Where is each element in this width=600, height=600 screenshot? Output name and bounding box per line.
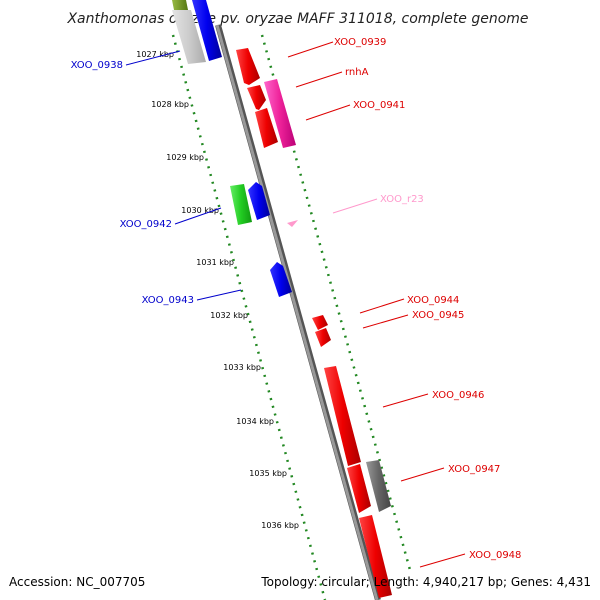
gene-feature-forward[interactable] [359,515,392,598]
inner-tick-track [171,34,327,600]
gene-label[interactable]: XOO_0941 [353,100,405,111]
gene-feature-forward[interactable] [236,48,260,85]
label-leader-line [287,41,334,58]
rna-feature[interactable] [287,220,298,227]
label-leader-line [305,104,351,121]
tick-label: 1036 kbp [261,521,299,530]
gene-feature-reverse[interactable] [230,184,252,225]
gene-feature-olive[interactable] [172,0,188,10]
gene-label[interactable]: XOO_0938 [71,60,123,71]
gene-label[interactable]: XOO_0948 [469,550,521,561]
tick-labels: 1027 kbp 1028 kbp 1029 kbp 1030 kbp 1031 kbp… [136,50,299,530]
gene-label[interactable]: XOO_r23 [380,194,424,205]
label-leader-line [362,314,409,329]
gene-label[interactable]: XOO_0946 [432,390,484,401]
gene-label[interactable]: rnhA [345,67,369,78]
tick-label: 1031 kbp [196,258,234,267]
gene-feature-forward[interactable] [324,366,361,466]
genome-backbone [215,24,379,600]
tick-label: 1028 kbp [151,100,189,109]
label-leader-line [295,71,343,88]
gene-feature-forward[interactable] [315,328,331,347]
label-leader-line [332,198,378,214]
tick-label: 1034 kbp [236,417,274,426]
genome-summary: Topology: circular; Length: 4,940,217 bp… [260,575,591,589]
tick-label: 1033 kbp [223,363,261,372]
gene-feature-reverse[interactable] [270,262,292,297]
gene-feature-forward[interactable] [347,464,371,513]
gene-feature-gray[interactable] [172,10,206,64]
label-leader-line [174,207,222,225]
tick-label: 1029 kbp [166,153,204,162]
gene-label[interactable]: XOO_0944 [407,295,459,306]
gene-feature-gray[interactable] [366,460,391,512]
gene-feature-reverse[interactable] [192,0,222,61]
label-leader-line [125,50,181,66]
label-leader-line [382,393,429,408]
label-leader-line [419,553,466,568]
label-leader-line [196,289,242,301]
gene-feature-forward[interactable] [247,85,266,110]
gene-label[interactable]: XOO_0947 [448,464,500,475]
gene-feature-forward[interactable] [255,108,278,148]
tick-label: 1030 kbp [181,206,219,215]
label-leader-line [359,298,405,314]
tick-label: 1032 kbp [210,311,248,320]
gene-label[interactable]: XOO_0945 [412,310,464,321]
gene-feature-forward[interactable] [312,315,328,330]
accession-label: Accession: NC_007705 [9,575,145,589]
map-title: Xanthomonas oryzae pv. oryzae MAFF 31101… [66,11,528,27]
gene-feature-forward[interactable] [264,79,296,148]
gene-label[interactable]: XOO_0942 [120,219,172,230]
tick-label: 1027 kbp [136,50,174,59]
tick-label: 1035 kbp [249,469,287,478]
label-leader-line [400,467,445,482]
gene-label[interactable]: XOO_0943 [142,295,194,306]
label-lines [125,41,466,568]
gene-feature-reverse[interactable] [248,182,270,220]
gene-label[interactable]: XOO_0939 [334,37,386,48]
gene-labels: XOO_0939 rnhA XOO_0941 XOO_r23 XOO_0944 XOO_0… [71,37,522,561]
